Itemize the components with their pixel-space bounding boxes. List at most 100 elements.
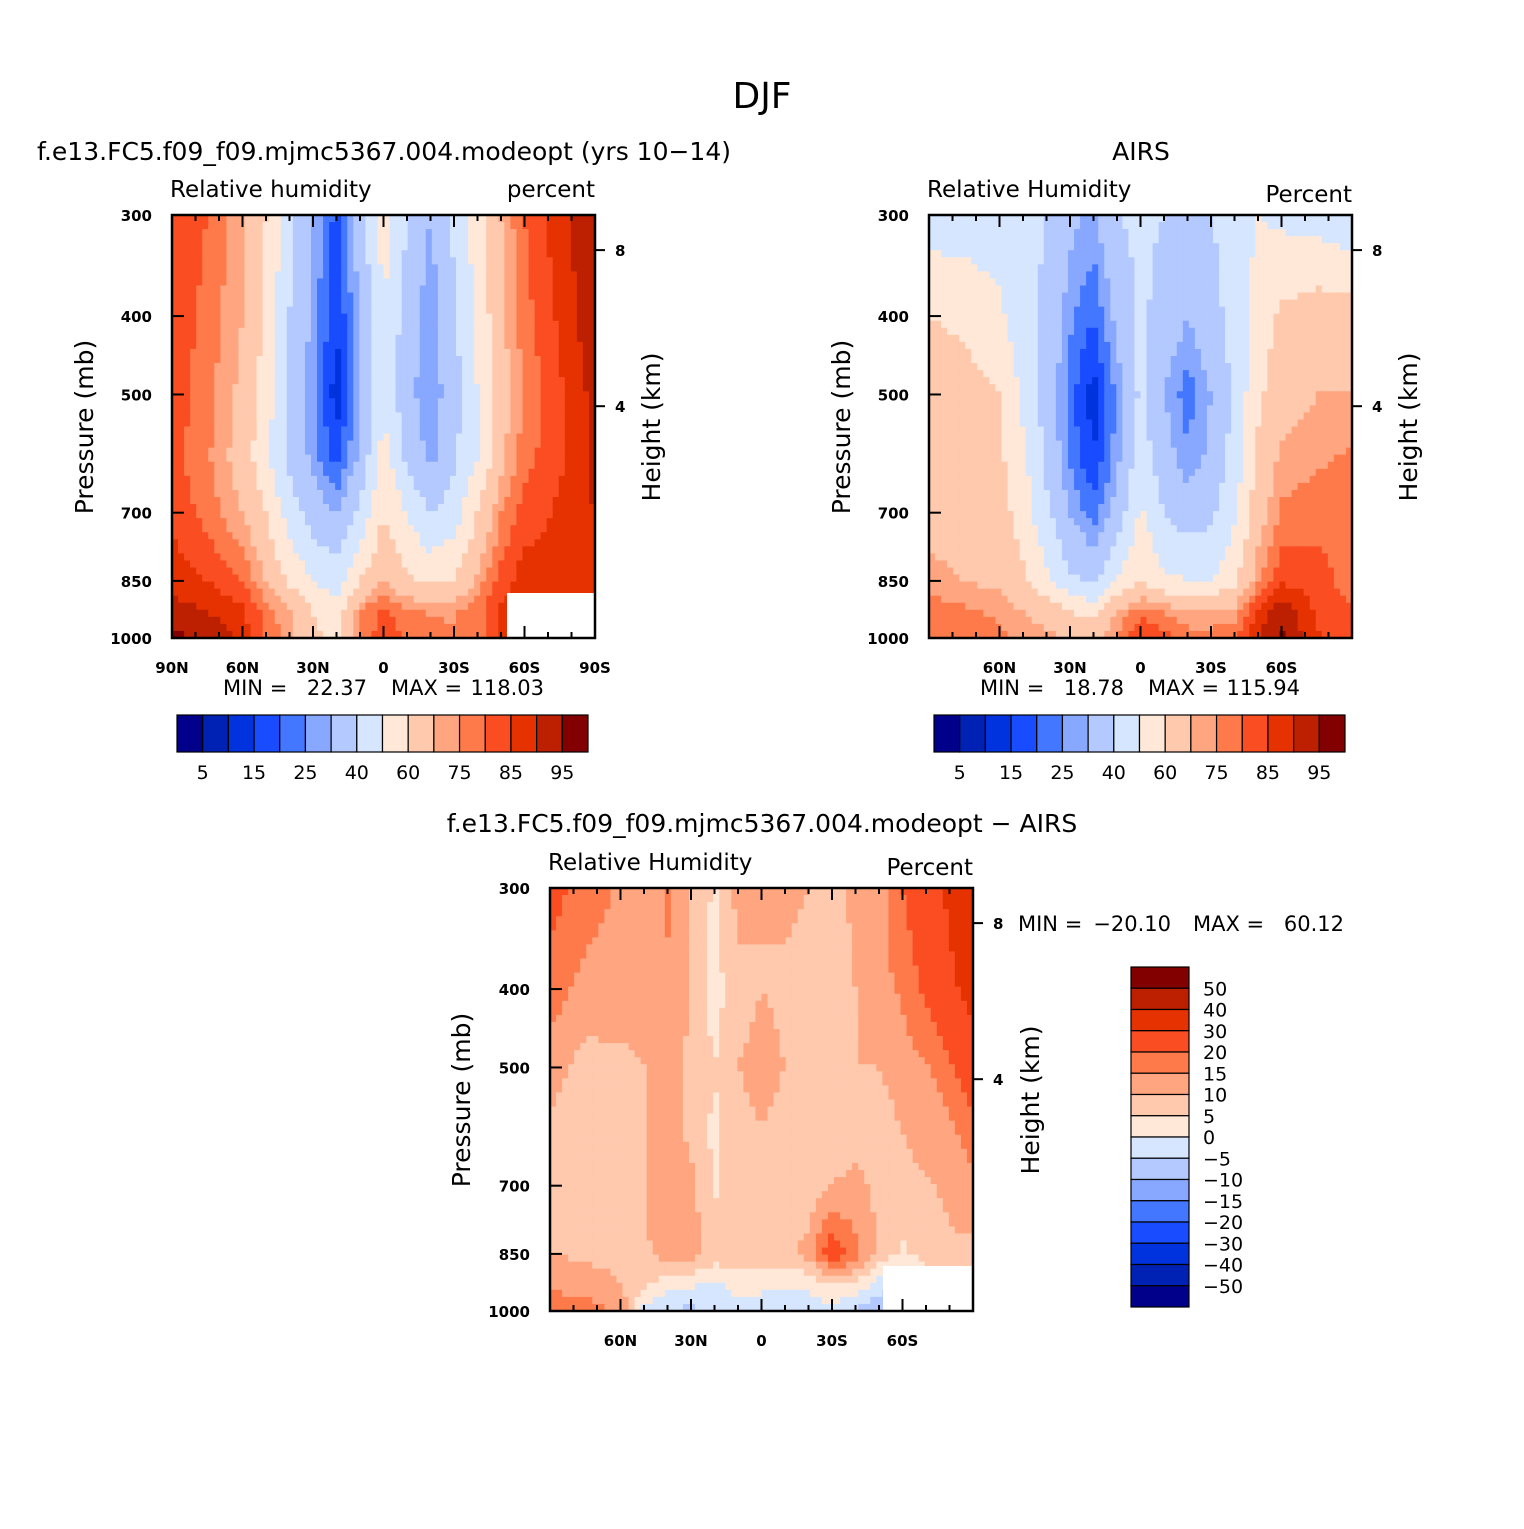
contour-cell	[245, 229, 252, 237]
contour-cell	[287, 617, 294, 625]
contour-cell	[396, 321, 403, 329]
contour-cell	[353, 335, 360, 343]
contour-cell	[414, 589, 421, 597]
contour-cell	[299, 278, 306, 286]
contour-cell	[178, 405, 185, 413]
contour-cell	[184, 257, 191, 265]
contour-cell	[299, 300, 306, 308]
contour-cell	[565, 250, 572, 258]
contour-cell	[474, 271, 481, 279]
contour-cell	[269, 257, 276, 265]
contour-cell	[1122, 243, 1129, 251]
contour-cell	[293, 257, 300, 265]
contour-cell	[444, 370, 451, 378]
contour-cell	[305, 462, 312, 470]
contour-cell	[390, 370, 397, 378]
contour-cell	[190, 314, 197, 322]
contour-cell	[1165, 264, 1172, 272]
contour-cell	[226, 518, 233, 526]
contour-cell	[541, 222, 548, 230]
contour-cell	[535, 518, 542, 526]
contour-cell	[269, 624, 276, 632]
contour-cell	[238, 236, 245, 244]
contour-cell	[1050, 257, 1057, 265]
contour-cell	[226, 286, 233, 294]
contour-cell	[226, 455, 233, 463]
contour-cell	[559, 293, 566, 301]
contour-cell	[583, 377, 590, 385]
contour-cell	[541, 575, 548, 583]
contour-cell	[1255, 250, 1262, 258]
contour-cell	[450, 384, 457, 392]
contour-cell	[323, 448, 330, 456]
contour-cell	[1038, 243, 1045, 251]
contour-cell	[1074, 243, 1081, 251]
contour-cell	[305, 441, 312, 449]
contour-cell	[414, 321, 421, 329]
contour-cell	[371, 448, 378, 456]
contour-cell	[390, 236, 397, 244]
contour-cell	[275, 363, 282, 371]
contour-cell	[341, 603, 348, 611]
contour-cell	[541, 476, 548, 484]
contour-cell	[420, 575, 427, 583]
contour-cell	[1267, 222, 1274, 230]
contour-cell	[1008, 278, 1015, 286]
contour-cell	[450, 286, 457, 294]
contour-cell	[396, 335, 403, 343]
contour-cell	[238, 483, 245, 491]
contour-cell	[202, 469, 209, 477]
contour-cell	[184, 293, 191, 301]
contour-cell	[468, 321, 475, 329]
contour-cell	[1141, 278, 1148, 286]
contour-cell	[329, 243, 336, 251]
contour-cell	[941, 243, 948, 251]
contour-cell	[190, 497, 197, 505]
contour-cell	[178, 363, 185, 371]
contour-cell	[559, 314, 566, 322]
contour-cell	[547, 518, 554, 526]
contour-cell	[1183, 243, 1190, 251]
contour-cell	[377, 483, 384, 491]
contour-cell	[1122, 236, 1129, 244]
contour-cell	[504, 398, 511, 406]
contour-cell	[257, 504, 264, 512]
contour-cell	[571, 328, 578, 336]
contour-cell	[396, 236, 403, 244]
contour-cell	[390, 377, 397, 385]
contour-cell	[269, 222, 276, 230]
contour-cell	[238, 356, 245, 364]
contour-cell	[281, 568, 288, 576]
contour-cell	[541, 243, 548, 251]
contour-cell	[238, 412, 245, 420]
contour-cell	[1014, 278, 1021, 286]
contour-cell	[184, 335, 191, 343]
contour-cell	[947, 236, 954, 244]
contour-cell	[275, 582, 282, 590]
contour-cell	[281, 222, 288, 230]
contour-cell	[299, 271, 306, 279]
contour-cell	[365, 589, 372, 597]
contour-cell	[335, 441, 342, 449]
contour-cell	[583, 293, 590, 301]
contour-cell	[390, 257, 397, 265]
contour-cell	[450, 617, 457, 625]
contour-cell	[1237, 257, 1244, 265]
contour-cell	[202, 504, 209, 512]
contour-cell	[1177, 271, 1184, 279]
contour-cell	[311, 441, 318, 449]
contour-cell	[238, 250, 245, 258]
contour-cell	[220, 497, 227, 505]
contour-cell	[190, 539, 197, 547]
contour-cell	[371, 497, 378, 505]
contour-cell	[335, 560, 342, 568]
contour-cell	[353, 532, 360, 540]
contour-cell	[577, 377, 584, 385]
contour-cell	[571, 532, 578, 540]
contour-cell	[311, 250, 318, 258]
variable-label: Relative humidity	[170, 177, 372, 203]
contour-cell	[257, 455, 264, 463]
contour-cell	[541, 300, 548, 308]
contour-cell	[317, 398, 324, 406]
contour-cell	[462, 293, 469, 301]
